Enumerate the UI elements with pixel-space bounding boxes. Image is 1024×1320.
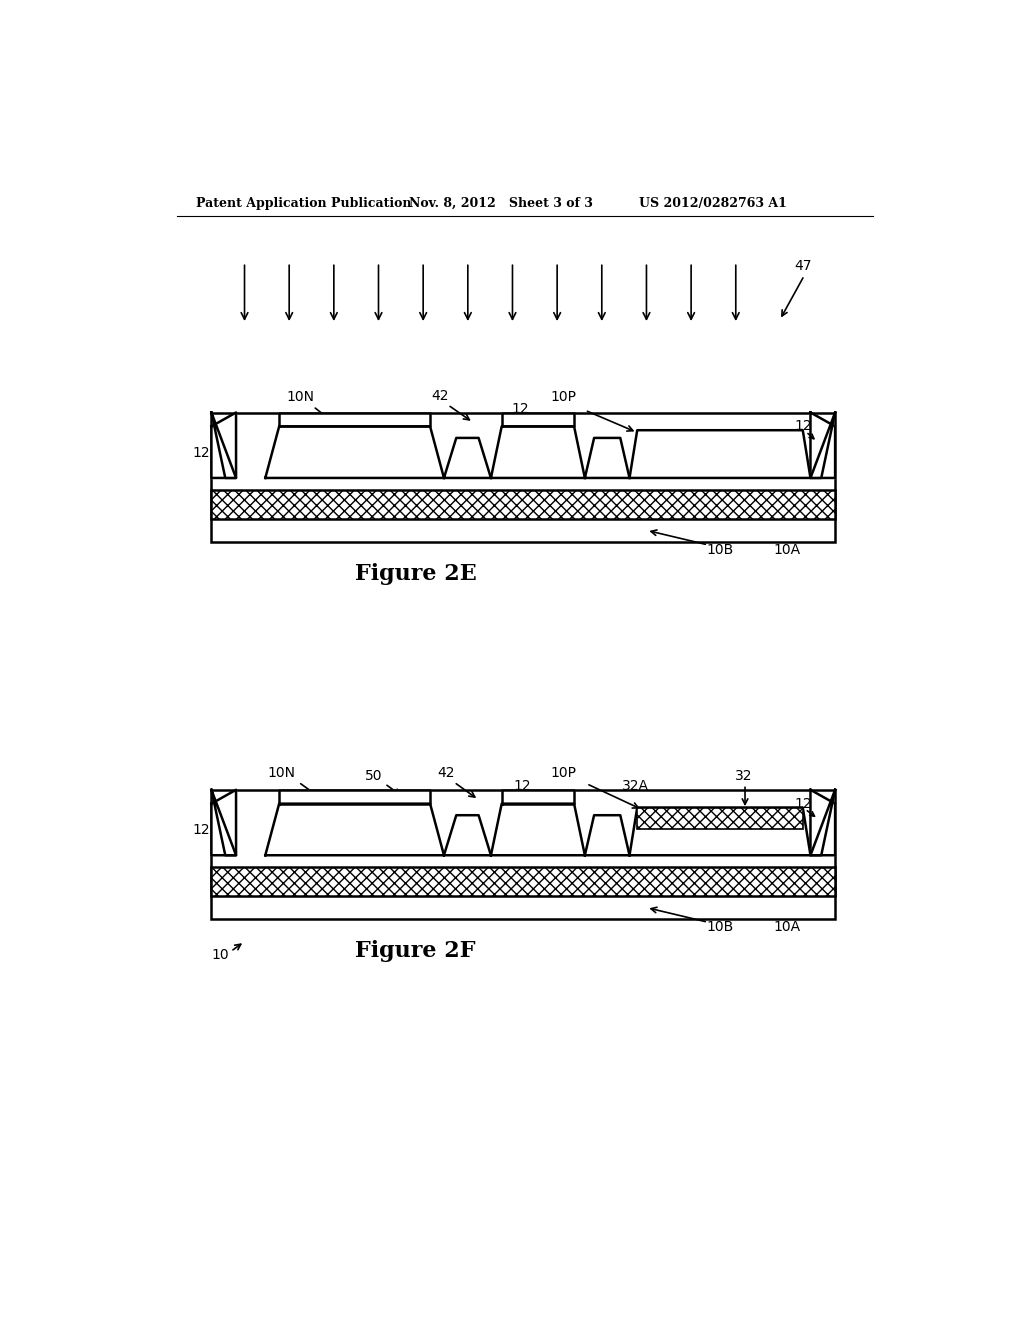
Polygon shape — [211, 789, 237, 855]
Text: Figure 2E: Figure 2E — [354, 564, 476, 585]
Polygon shape — [444, 438, 490, 478]
Text: 50: 50 — [366, 770, 383, 783]
Text: 47: 47 — [795, 259, 812, 273]
Text: 10A: 10A — [773, 543, 801, 557]
Polygon shape — [265, 804, 444, 855]
Polygon shape — [490, 804, 585, 855]
Text: 12: 12 — [193, 822, 210, 837]
Polygon shape — [444, 816, 490, 855]
Polygon shape — [502, 789, 574, 804]
Polygon shape — [265, 426, 444, 478]
Text: Patent Application Publication: Patent Application Publication — [196, 197, 412, 210]
Polygon shape — [211, 412, 237, 478]
Text: 10B: 10B — [707, 920, 734, 933]
Polygon shape — [280, 412, 430, 426]
Polygon shape — [637, 808, 803, 829]
Polygon shape — [585, 438, 630, 478]
Text: 10B: 10B — [707, 543, 734, 557]
Text: 42: 42 — [431, 388, 449, 403]
Text: 12: 12 — [795, 420, 812, 433]
Polygon shape — [810, 412, 836, 478]
Text: 12: 12 — [193, 446, 210, 459]
Polygon shape — [810, 789, 836, 855]
Text: 12: 12 — [795, 797, 812, 810]
Text: US 2012/0282763 A1: US 2012/0282763 A1 — [639, 197, 786, 210]
Polygon shape — [211, 789, 237, 855]
Polygon shape — [211, 412, 836, 543]
Polygon shape — [211, 789, 836, 919]
Text: 32: 32 — [735, 770, 753, 783]
Text: 42: 42 — [437, 766, 455, 780]
Text: 10: 10 — [211, 948, 229, 962]
Polygon shape — [810, 789, 836, 855]
Text: 32A: 32A — [622, 779, 649, 793]
Polygon shape — [810, 412, 836, 478]
Polygon shape — [211, 412, 237, 478]
Polygon shape — [490, 426, 585, 478]
Polygon shape — [585, 816, 630, 855]
Text: 12: 12 — [513, 779, 530, 793]
Polygon shape — [630, 430, 810, 478]
Polygon shape — [211, 867, 836, 896]
Polygon shape — [630, 808, 810, 855]
Text: Figure 2F: Figure 2F — [355, 940, 476, 962]
Polygon shape — [502, 412, 574, 426]
Polygon shape — [280, 789, 430, 804]
Text: 10N: 10N — [267, 766, 296, 780]
Text: 12: 12 — [512, 401, 529, 416]
Text: 10A: 10A — [773, 920, 801, 933]
Text: 10P: 10P — [550, 391, 577, 404]
Text: Nov. 8, 2012   Sheet 3 of 3: Nov. 8, 2012 Sheet 3 of 3 — [410, 197, 593, 210]
Polygon shape — [211, 490, 836, 519]
Text: 10N: 10N — [286, 391, 314, 404]
Text: 10P: 10P — [550, 766, 577, 780]
